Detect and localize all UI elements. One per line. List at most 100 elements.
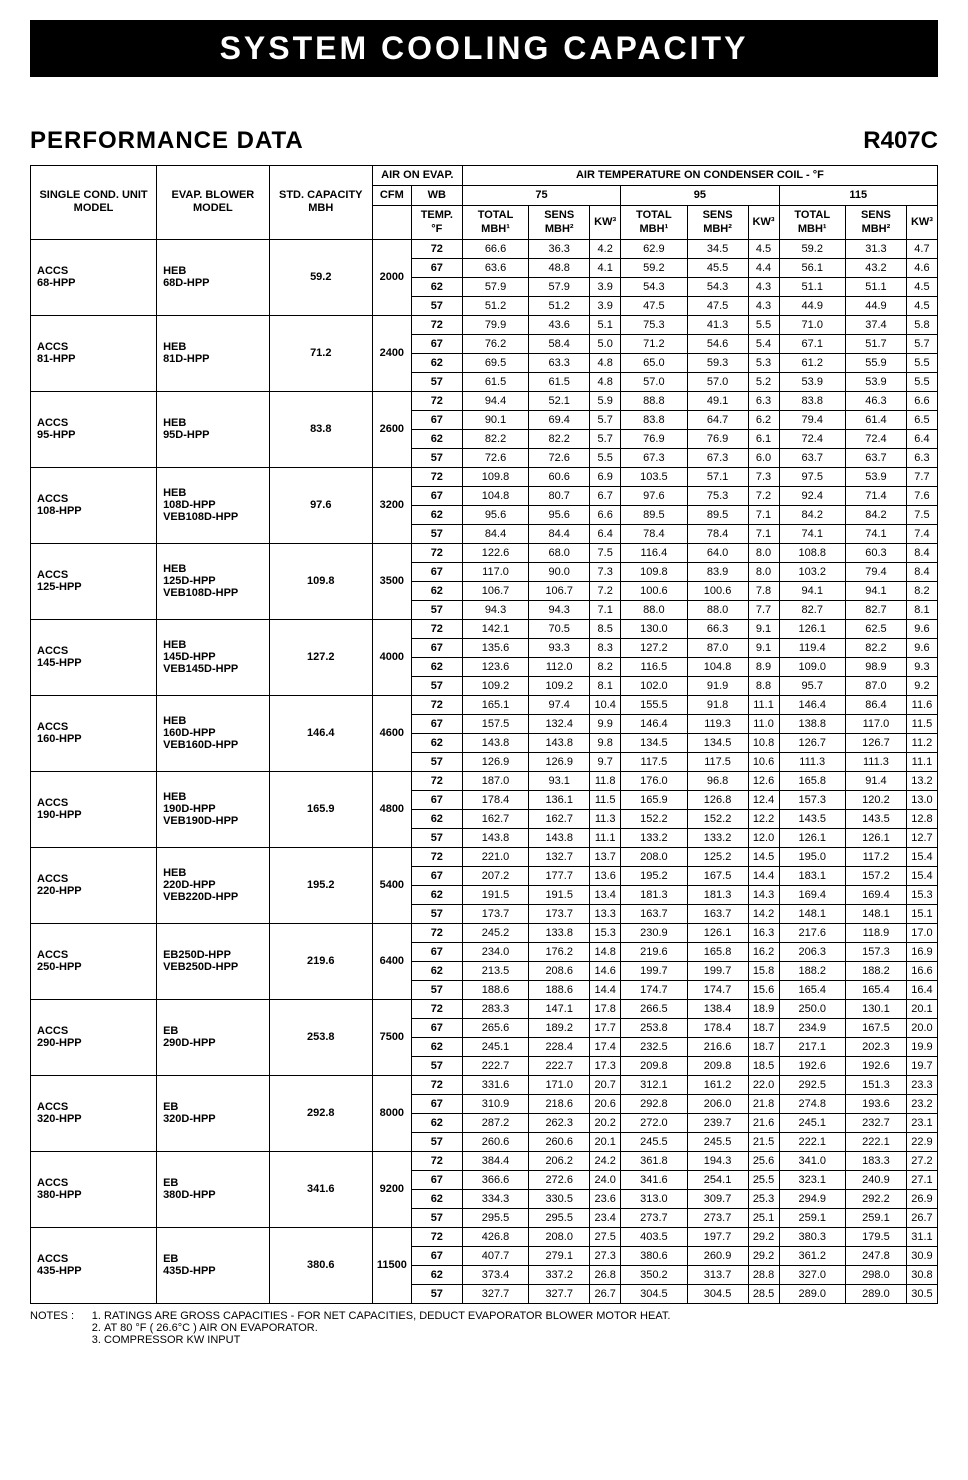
cell-value: 11.5	[906, 714, 937, 733]
section-title: PERFORMANCE DATA	[30, 127, 304, 155]
cell-value: 87.0	[845, 676, 906, 695]
cell-wb-temp: 72	[411, 239, 462, 258]
cell-cfm: 11500	[372, 1227, 411, 1303]
cell-value: 5.5	[906, 372, 937, 391]
cell-wb-temp: 67	[411, 1094, 462, 1113]
cell-value: 142.1	[462, 619, 528, 638]
cell-value: 7.3	[590, 562, 621, 581]
cell-value: 61.4	[845, 410, 906, 429]
cell-value: 84.4	[462, 524, 528, 543]
cell-value: 28.8	[748, 1265, 779, 1284]
cell-value: 189.2	[529, 1018, 590, 1037]
cell-value: 14.3	[748, 885, 779, 904]
cell-value: 143.8	[529, 828, 590, 847]
cell-cfm: 9200	[372, 1151, 411, 1227]
cell-wb-temp: 67	[411, 866, 462, 885]
cell-value: 126.9	[529, 752, 590, 771]
cell-value: 97.5	[779, 467, 845, 486]
cell-value: 13.0	[906, 790, 937, 809]
cell-value: 199.7	[621, 961, 687, 980]
cell-unit-model: ACCS145-HPP	[31, 619, 157, 695]
cell-value: 8.0	[748, 543, 779, 562]
cell-value: 239.7	[687, 1113, 748, 1132]
cell-value: 245.1	[779, 1113, 845, 1132]
cell-value: 167.5	[845, 1018, 906, 1037]
col-total-115: TOTAL MBH¹	[779, 206, 845, 239]
cell-value: 29.2	[748, 1227, 779, 1246]
cell-value: 18.7	[748, 1037, 779, 1056]
cell-value: 6.5	[906, 410, 937, 429]
cell-value: 165.8	[779, 771, 845, 790]
cell-value: 234.9	[779, 1018, 845, 1037]
cell-wb-temp: 62	[411, 353, 462, 372]
cell-value: 295.5	[529, 1208, 590, 1227]
cell-value: 331.6	[462, 1075, 528, 1094]
cell-value: 71.0	[779, 315, 845, 334]
cell-value: 221.0	[462, 847, 528, 866]
cell-value: 37.4	[845, 315, 906, 334]
cell-value: 143.5	[845, 809, 906, 828]
cell-value: 327.0	[779, 1265, 845, 1284]
cell-blower-model: EB435D-HPP	[157, 1227, 270, 1303]
cell-value: 228.4	[529, 1037, 590, 1056]
cell-value: 84.2	[845, 505, 906, 524]
cell-value: 45.5	[687, 258, 748, 277]
cell-wb-temp: 72	[411, 999, 462, 1018]
cell-value: 206.0	[687, 1094, 748, 1113]
cell-value: 169.4	[779, 885, 845, 904]
cell-value: 15.6	[748, 980, 779, 999]
cell-value: 61.5	[462, 372, 528, 391]
cell-value: 232.7	[845, 1113, 906, 1132]
cell-value: 27.3	[590, 1246, 621, 1265]
cell-value: 173.7	[462, 904, 528, 923]
cell-value: 72.6	[529, 448, 590, 467]
cell-value: 127.2	[621, 638, 687, 657]
cell-std-capacity: 165.9	[269, 771, 372, 847]
cell-value: 341.6	[621, 1170, 687, 1189]
cell-value: 17.7	[590, 1018, 621, 1037]
cell-unit-model: ACCS95-HPP	[31, 391, 157, 467]
cell-unit-model: ACCS380-HPP	[31, 1151, 157, 1227]
cell-value: 5.7	[590, 429, 621, 448]
cell-value: 313.7	[687, 1265, 748, 1284]
cell-wb-temp: 57	[411, 372, 462, 391]
cell-wb-temp: 57	[411, 904, 462, 923]
cell-value: 9.1	[748, 638, 779, 657]
cell-wb-temp: 57	[411, 676, 462, 695]
table-row: ACCS320-HPPEB320D-HPP292.8800072331.6171…	[31, 1075, 938, 1094]
cell-value: 254.1	[687, 1170, 748, 1189]
cell-value: 95.6	[529, 505, 590, 524]
cell-value: 183.3	[845, 1151, 906, 1170]
cell-value: 163.7	[687, 904, 748, 923]
cell-cfm: 2600	[372, 391, 411, 467]
cell-value: 36.3	[529, 239, 590, 258]
cell-value: 247.8	[845, 1246, 906, 1265]
refrigerant-label: R407C	[863, 127, 938, 155]
cell-value: 155.5	[621, 695, 687, 714]
cell-value: 57.0	[687, 372, 748, 391]
cell-value: 133.2	[687, 828, 748, 847]
cell-value: 54.3	[621, 277, 687, 296]
cell-blower-model: EB250D-HPPVEB250D-HPP	[157, 923, 270, 999]
cell-std-capacity: 83.8	[269, 391, 372, 467]
cell-value: 380.6	[621, 1246, 687, 1265]
cell-value: 4.5	[906, 296, 937, 315]
cell-value: 83.8	[779, 391, 845, 410]
cell-value: 102.0	[621, 676, 687, 695]
cell-value: 82.2	[529, 429, 590, 448]
cell-wb-temp: 62	[411, 809, 462, 828]
cell-value: 4.7	[906, 239, 937, 258]
cell-value: 83.8	[621, 410, 687, 429]
cell-value: 5.7	[590, 410, 621, 429]
cell-value: 7.6	[906, 486, 937, 505]
cell-value: 6.4	[906, 429, 937, 448]
col-cfm: CFM	[372, 186, 411, 206]
cell-value: 20.1	[906, 999, 937, 1018]
cell-unit-model: ACCS290-HPP	[31, 999, 157, 1075]
cell-value: 5.8	[906, 315, 937, 334]
cell-wb-temp: 57	[411, 524, 462, 543]
cell-value: 259.1	[779, 1208, 845, 1227]
cell-value: 162.7	[462, 809, 528, 828]
cell-value: 143.8	[529, 733, 590, 752]
cell-value: 191.5	[529, 885, 590, 904]
